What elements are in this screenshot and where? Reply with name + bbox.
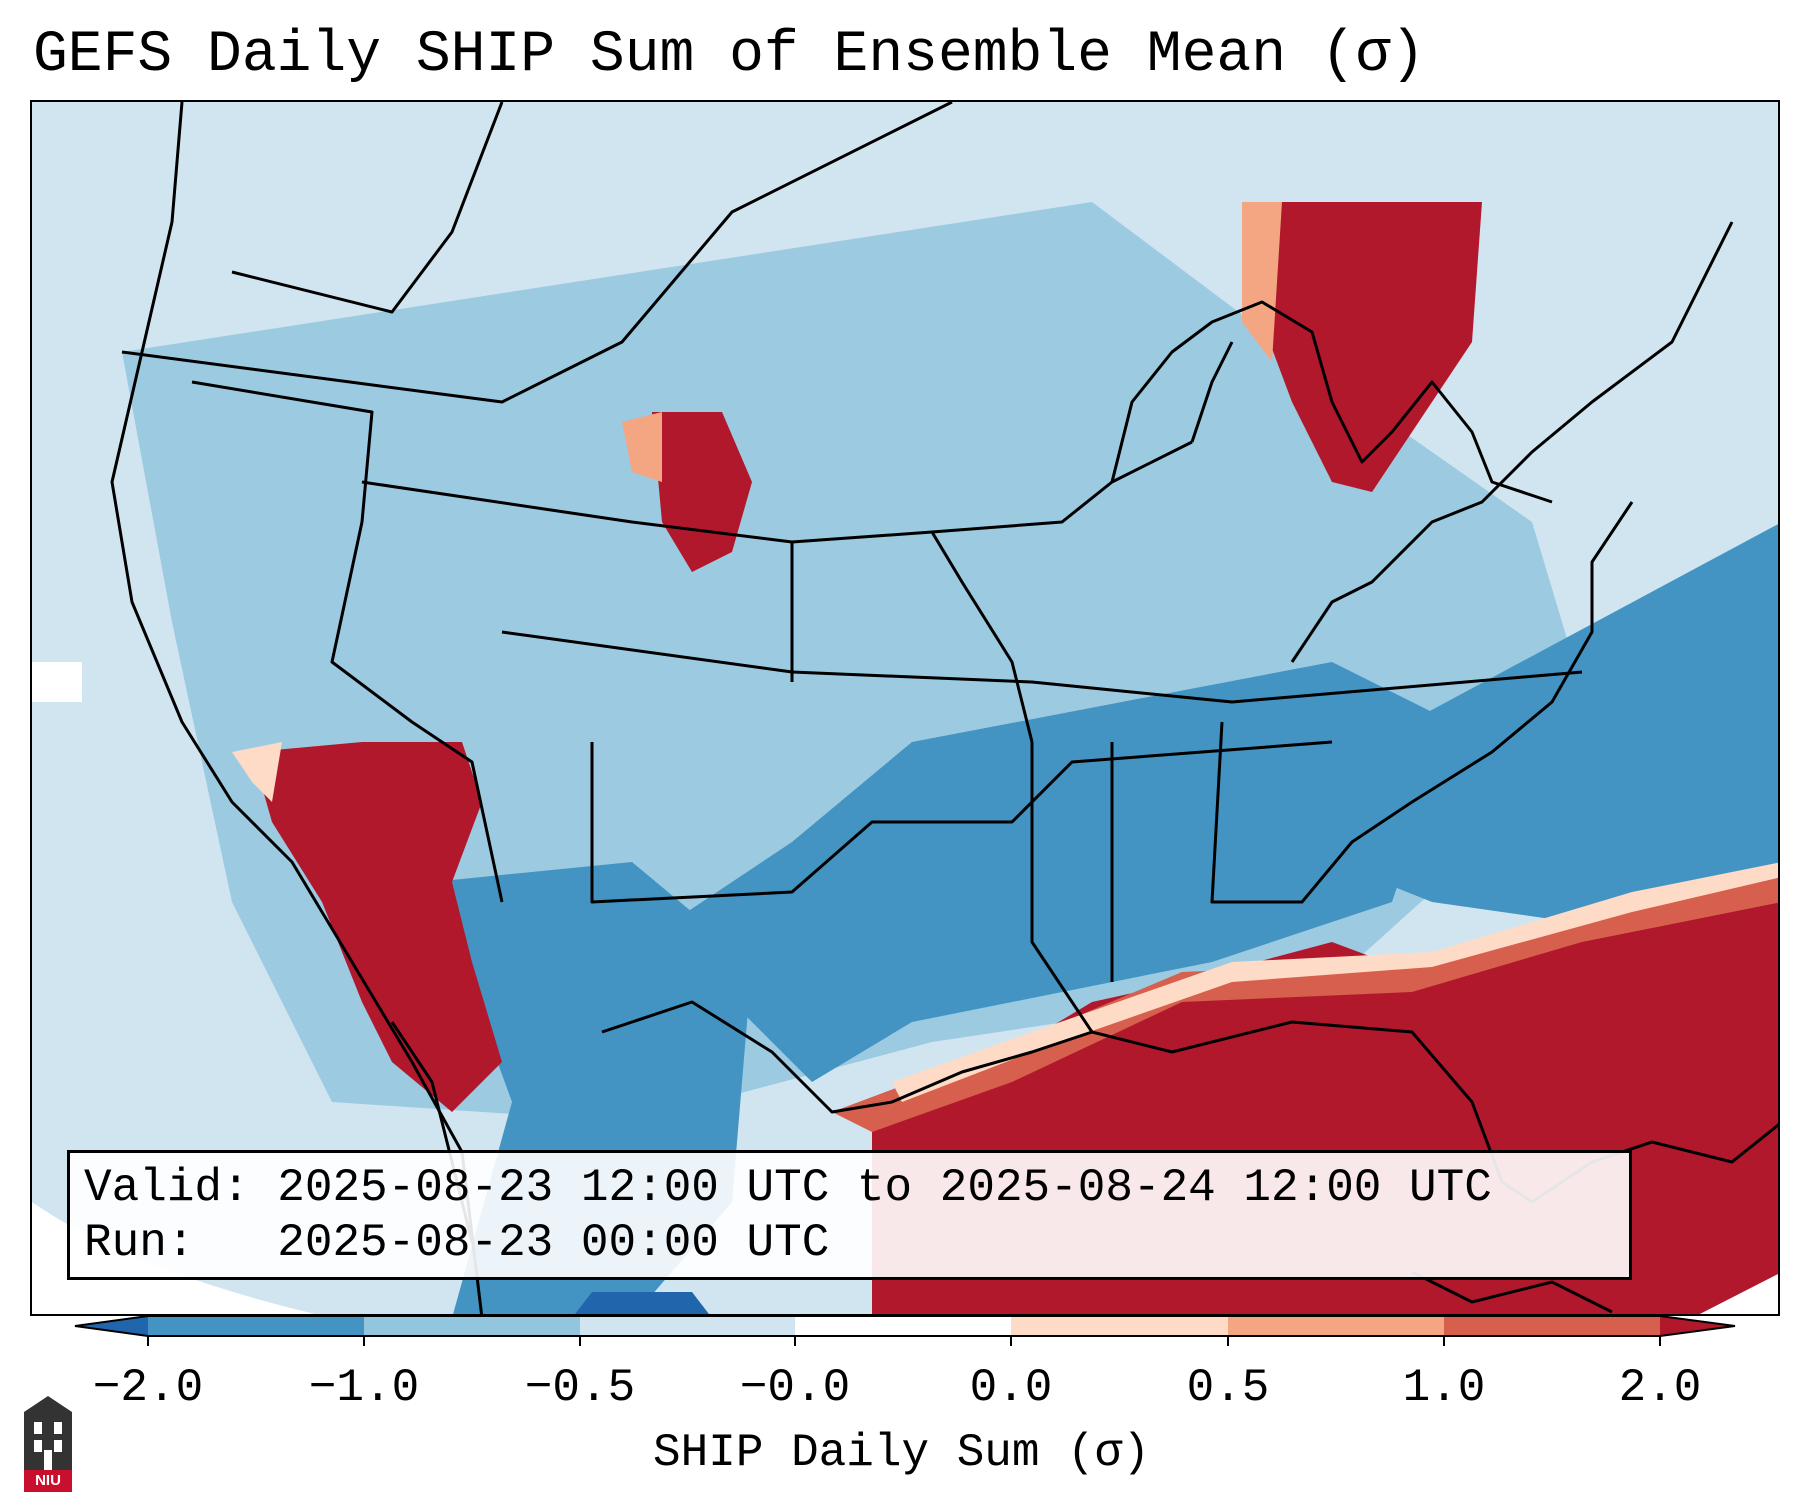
field-red-southwest [252, 742, 502, 1112]
colorbar-tick-label: −0.5 [524, 1362, 636, 1414]
colorbar-tick-label: −0.0 [739, 1362, 851, 1414]
colorbar-segment [795, 1316, 1011, 1336]
field-salmon-southeast-edge [832, 872, 1778, 1132]
colorbar-segment [364, 1316, 580, 1336]
colorbar-tick-label: −1.0 [308, 1362, 420, 1414]
colorbar-segment [580, 1316, 795, 1336]
field-blue-atlantic [1332, 524, 1778, 972]
colorbar-segment [1444, 1316, 1660, 1336]
projection-edge-right [1699, 1274, 1778, 1314]
map-title: GEFS Daily SHIP Sum of Ensemble Mean (σ) [33, 23, 1426, 88]
colorbar-segment [1228, 1316, 1444, 1336]
colorbar [74, 1316, 1736, 1346]
run-time-text: Run: 2025-08-23 00:00 UTC [84, 1217, 830, 1269]
colorbar-extend-max [1660, 1316, 1735, 1336]
projection-edge-left [32, 1202, 316, 1314]
field-blue-south-central [672, 662, 1452, 1082]
colorbar-segment [148, 1316, 364, 1336]
colorbar-label: SHIP Daily Sum (σ) [653, 1427, 1150, 1479]
colorbar-tick-label: 2.0 [1618, 1362, 1702, 1414]
colorbar-tick-label: 1.0 [1402, 1362, 1486, 1414]
map-canvas [32, 102, 1778, 1314]
field-dark-blue-spot [575, 1292, 709, 1314]
field-red-colorado [652, 412, 752, 572]
valid-time-text: Valid: 2025-08-23 12:00 UTC to 2025-08-2… [84, 1162, 1492, 1214]
field-salmon-colorado-edge [622, 412, 662, 482]
colorbar-tick-label: 0.5 [1186, 1362, 1270, 1414]
map-panel [30, 100, 1780, 1316]
colorbar-tick-label: 0.0 [969, 1362, 1053, 1414]
field-red-great-lakes [1262, 202, 1482, 492]
field-peach-southeast-edge [892, 862, 1778, 1102]
field-salmon-southwest-edge [232, 742, 282, 802]
valid-run-info-box: Valid: 2025-08-23 12:00 UTC to 2025-08-2… [67, 1150, 1632, 1280]
field-salmon-great-lakes-edge [1242, 202, 1282, 362]
logo-text: NIU [35, 1472, 61, 1489]
colorbar-segment [1011, 1316, 1228, 1336]
field-white-spot [32, 662, 82, 702]
university-tower-icon: NIU [20, 1392, 76, 1494]
coastlines-and-borders [110, 102, 1778, 1314]
colorbar-tick-label: −2.0 [92, 1362, 204, 1414]
colorbar-extend-min [75, 1316, 148, 1336]
